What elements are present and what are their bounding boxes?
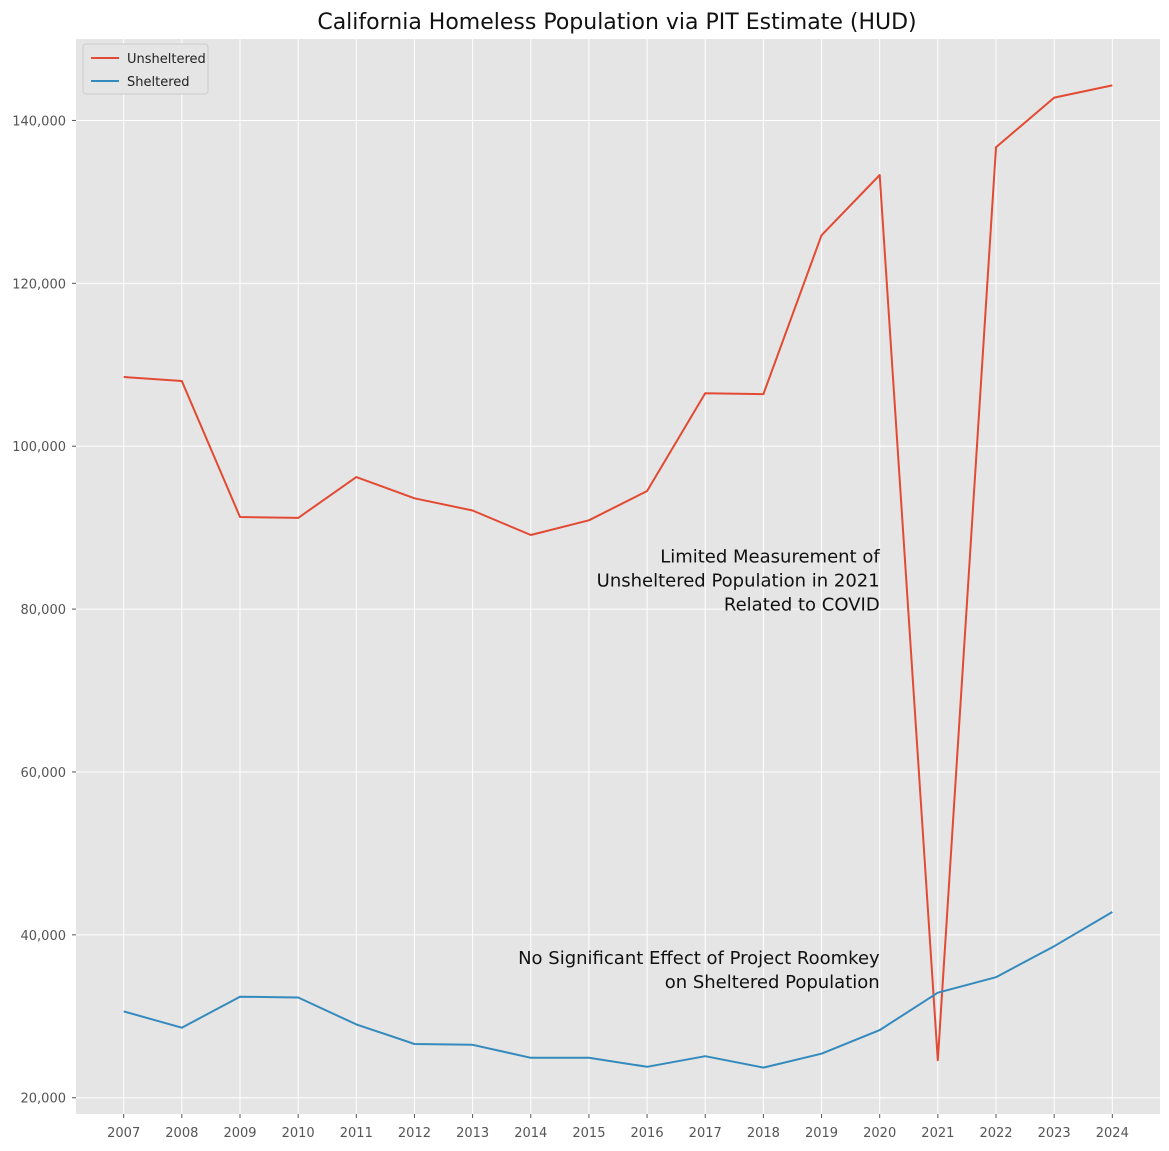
x-tick-label: 2007 <box>107 1126 140 1141</box>
y-tick-label: 120,000 <box>12 277 66 292</box>
data-point-sheltered <box>994 975 998 979</box>
data-point-sheltered <box>587 1056 591 1060</box>
x-tick-label: 2009 <box>223 1126 256 1141</box>
data-point-unsheltered <box>529 533 533 537</box>
annotation: Limited Measurement of Unsheltered Popula… <box>597 547 881 616</box>
gridlines <box>76 39 1160 1114</box>
data-point-sheltered <box>820 1052 824 1056</box>
data-point-unsheltered <box>645 489 649 493</box>
data-point-unsheltered <box>238 515 242 519</box>
chart-title: California Homeless Population via PIT E… <box>317 10 916 35</box>
x-tick-label: 2023 <box>1038 1126 1071 1141</box>
data-point-sheltered <box>645 1065 649 1069</box>
data-point-unsheltered <box>878 173 882 177</box>
data-point-unsheltered <box>354 475 358 479</box>
data-point-unsheltered <box>471 509 475 513</box>
series-lines <box>122 83 1114 1070</box>
x-tick-label: 2019 <box>805 1126 838 1141</box>
annotation-line: Unsheltered Population in 2021 <box>597 571 880 592</box>
legend: Unsheltered Sheltered <box>82 43 209 95</box>
x-tick-label: 2020 <box>863 1126 896 1141</box>
data-point-sheltered <box>529 1056 533 1060</box>
x-tick-label: 2015 <box>572 1126 605 1141</box>
annotation-line: No Significant Effect of Project Roomkey <box>518 948 880 969</box>
y-tick-label: 100,000 <box>12 440 66 455</box>
x-tick-label: 2022 <box>979 1126 1012 1141</box>
data-point-unsheltered <box>761 392 765 396</box>
legend-label-sheltered: Sheltered <box>127 75 190 90</box>
annotation-line: Related to COVID <box>724 595 880 616</box>
x-tick-label: 2008 <box>165 1126 198 1141</box>
data-point-unsheltered <box>1110 83 1114 87</box>
x-tick-label: 2012 <box>398 1126 431 1141</box>
series-line-sheltered <box>123 911 1113 1069</box>
x-tick-label: 2016 <box>631 1126 664 1141</box>
data-point-unsheltered <box>820 233 824 237</box>
data-point-unsheltered <box>703 391 707 395</box>
data-point-sheltered <box>936 991 940 995</box>
x-tick-label: 2013 <box>456 1126 489 1141</box>
x-tick-label: 2011 <box>340 1126 373 1141</box>
data-point-sheltered <box>703 1054 707 1058</box>
annotation-line: on Sheltered Population <box>665 972 880 993</box>
data-point-unsheltered <box>994 145 998 149</box>
data-point-unsheltered <box>1052 96 1056 100</box>
y-tick-label: 60,000 <box>21 766 67 781</box>
data-point-sheltered <box>296 996 300 1000</box>
y-tick-label: 40,000 <box>21 929 67 944</box>
y-tick-label: 140,000 <box>12 114 66 129</box>
x-tick-label: 2014 <box>514 1126 547 1141</box>
data-point-sheltered <box>471 1043 475 1047</box>
legend-label-unsheltered: Unsheltered <box>127 52 206 67</box>
series-line-unsheltered <box>123 84 1113 1062</box>
x-tick-label: 2017 <box>689 1126 722 1141</box>
x-tick-label: 2018 <box>747 1126 780 1141</box>
y-tick-label: 80,000 <box>21 603 67 618</box>
data-point-unsheltered <box>122 375 126 379</box>
data-point-sheltered <box>1052 944 1056 948</box>
x-tick-label: 2010 <box>282 1126 315 1141</box>
data-point-sheltered <box>238 995 242 999</box>
y-tick-label: 20,000 <box>21 1092 67 1107</box>
data-point-sheltered <box>1110 910 1114 914</box>
annotation: No Significant Effect of Project Roomkey… <box>518 948 880 993</box>
data-point-sheltered <box>354 1022 358 1026</box>
data-point-sheltered <box>412 1042 416 1046</box>
annotations: Limited Measurement of Unsheltered Popula… <box>518 547 880 993</box>
data-point-sheltered <box>761 1066 765 1070</box>
data-point-unsheltered <box>936 1058 940 1062</box>
axes: 2007 2008 2009 2010 2011 2012 2013 2014 2015 2016… <box>12 114 1129 1141</box>
data-point-unsheltered <box>296 516 300 520</box>
annotation-line: Limited Measurement of <box>660 547 880 568</box>
data-point-unsheltered <box>587 518 591 522</box>
data-point-sheltered <box>122 1009 126 1013</box>
x-tick-label: 2021 <box>921 1126 954 1141</box>
data-point-unsheltered <box>180 379 184 383</box>
data-point-sheltered <box>878 1028 882 1032</box>
x-tick-label: 2024 <box>1096 1126 1129 1141</box>
data-point-unsheltered <box>412 496 416 500</box>
data-point-sheltered <box>180 1026 184 1030</box>
